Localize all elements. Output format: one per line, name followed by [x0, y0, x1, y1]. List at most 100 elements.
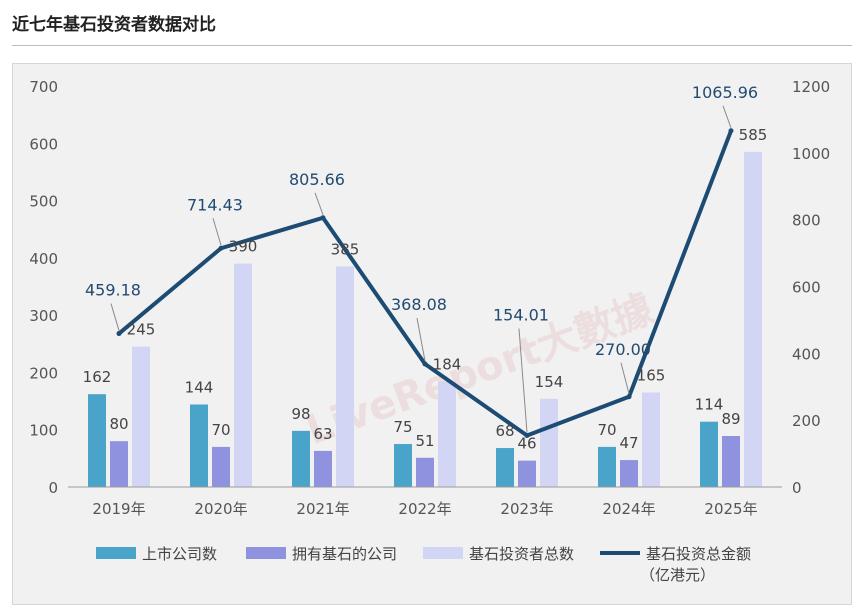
x-tick-label: 2019年: [92, 500, 145, 518]
bar-companies-with-cornerstone: [314, 450, 332, 487]
line-label-leader: [518, 328, 528, 433]
bar-data-label: 390: [229, 238, 258, 256]
bar-companies-with-cornerstone: [212, 446, 230, 487]
legend-label: 拥有基石的公司: [292, 545, 397, 563]
bar-companies-with-cornerstone: [620, 460, 638, 487]
x-tick-label: 2023年: [500, 500, 553, 518]
bar-listed-companies: [292, 430, 310, 487]
bar-data-label: 70: [597, 421, 616, 439]
line-label-leader: [620, 362, 630, 394]
bar-data-label: 89: [721, 410, 740, 428]
bar-data-label: 51: [415, 432, 434, 450]
page-title: 近七年基石投资者数据对比: [12, 15, 216, 35]
bar-listed-companies: [598, 446, 616, 487]
legend-label: 基石投资者总数: [469, 545, 574, 563]
y-left-tick-label: 600: [29, 135, 58, 153]
line-point: [320, 215, 326, 221]
line-point: [422, 361, 428, 367]
bar-companies-with-cornerstone: [518, 460, 536, 487]
bar-companies-with-cornerstone: [110, 441, 128, 487]
y-left-tick-label: 500: [29, 193, 58, 211]
bar-total-cornerstone-investors: [744, 151, 762, 487]
bar-data-label: 144: [185, 379, 214, 397]
line-layer: 162 144 98 75 68 70 114 80 70 63 51 46 47 89 245 390 385…: [83, 83, 768, 453]
bars-layer: [88, 151, 762, 487]
y-right-tick-label: 0: [792, 479, 802, 497]
bar-data-label: 80: [109, 415, 128, 433]
y-left-tick-label: 0: [48, 479, 58, 497]
y-left-tick-label: 700: [29, 78, 58, 96]
bar-data-label: 68: [495, 422, 514, 440]
legend-swatch: [423, 547, 463, 559]
y-left-tick-label: 400: [29, 250, 58, 268]
bar-total-cornerstone-investors: [132, 346, 150, 487]
y-right-tick-label: 800: [792, 212, 821, 230]
bar-data-label: 245: [127, 321, 156, 339]
bar-data-label: 98: [291, 405, 310, 423]
line-point: [116, 331, 122, 337]
y-right-tick-label: 600: [792, 279, 821, 297]
line-data-label: 805.66: [289, 170, 345, 189]
title-divider: [12, 45, 852, 46]
x-tick-label: 2024年: [602, 500, 655, 518]
bar-data-label: 47: [619, 434, 638, 452]
bar-data-label: 75: [393, 418, 412, 436]
line-data-label: 368.08: [391, 295, 447, 314]
y-right-tick-label: 400: [792, 345, 821, 363]
chart-area: [12, 63, 852, 605]
legend-swatch: [96, 547, 136, 559]
line-data-label: 714.43: [187, 195, 243, 214]
y-left-tick-label: 100: [29, 422, 58, 440]
line-label-leader: [212, 218, 222, 246]
axes-layer: 0 100 200 300 400 500 600 700 0 200 400 600 800 1000 1…: [29, 78, 830, 518]
bar-data-label: 63: [313, 425, 332, 443]
line-point: [728, 128, 734, 134]
bar-data-label: 162: [83, 368, 112, 386]
bar-listed-companies: [700, 421, 718, 487]
bar-data-label: 184: [433, 356, 462, 374]
bar-companies-with-cornerstone: [722, 436, 740, 487]
legend: 上市公司数 拥有基石的公司 基石投资者总数 基石投资总金额 （亿港元）: [96, 545, 751, 584]
line-point: [218, 245, 224, 251]
bar-companies-with-cornerstone: [416, 457, 434, 487]
line-point: [524, 433, 530, 439]
line-data-label: 270.00: [595, 340, 651, 359]
bar-total-cornerstone-investors: [234, 263, 252, 487]
legend-label: 上市公司数: [142, 545, 217, 563]
y-right-tick-label: 200: [792, 412, 821, 430]
bar-total-cornerstone-investors: [642, 392, 660, 487]
bar-data-label: 385: [331, 240, 360, 258]
bar-listed-companies: [496, 448, 514, 487]
bar-total-cornerstone-investors: [438, 381, 456, 487]
bar-data-label: 46: [517, 435, 536, 453]
x-tick-label: 2025年: [704, 500, 757, 518]
y-right-tick-label: 1000: [792, 145, 830, 163]
bar-listed-companies: [190, 404, 208, 487]
bar-data-label: 165: [637, 366, 666, 384]
line-point: [626, 394, 632, 400]
line-data-label: 154.01: [493, 306, 549, 325]
bar-listed-companies: [394, 444, 412, 487]
x-tick-label: 2020年: [194, 500, 247, 518]
line-label-leader: [416, 317, 426, 362]
line-data-label: 1065.96: [692, 83, 758, 102]
y-left-tick-label: 300: [29, 307, 58, 325]
legend-label-unit: （亿港元）: [640, 566, 715, 584]
bar-data-label: 154: [535, 373, 564, 391]
bar-data-label: 585: [739, 126, 768, 144]
y-left-tick-label: 200: [29, 364, 58, 382]
line-data-label: 459.18: [85, 281, 141, 300]
line-label-leader: [110, 303, 120, 331]
bar-total-cornerstone-investors: [540, 398, 558, 487]
bar-data-label: 70: [211, 421, 230, 439]
line-label-leader: [722, 105, 732, 128]
bar-data-label: 114: [695, 396, 724, 414]
bar-listed-companies: [88, 394, 106, 487]
legend-label: 基石投资总金额: [646, 545, 751, 563]
y-right-tick-label: 1200: [792, 78, 830, 96]
x-tick-label: 2022年: [398, 500, 451, 518]
bar-total-cornerstone-investors: [336, 266, 354, 487]
legend-swatch: [246, 547, 286, 559]
line-label-leader: [314, 192, 324, 215]
